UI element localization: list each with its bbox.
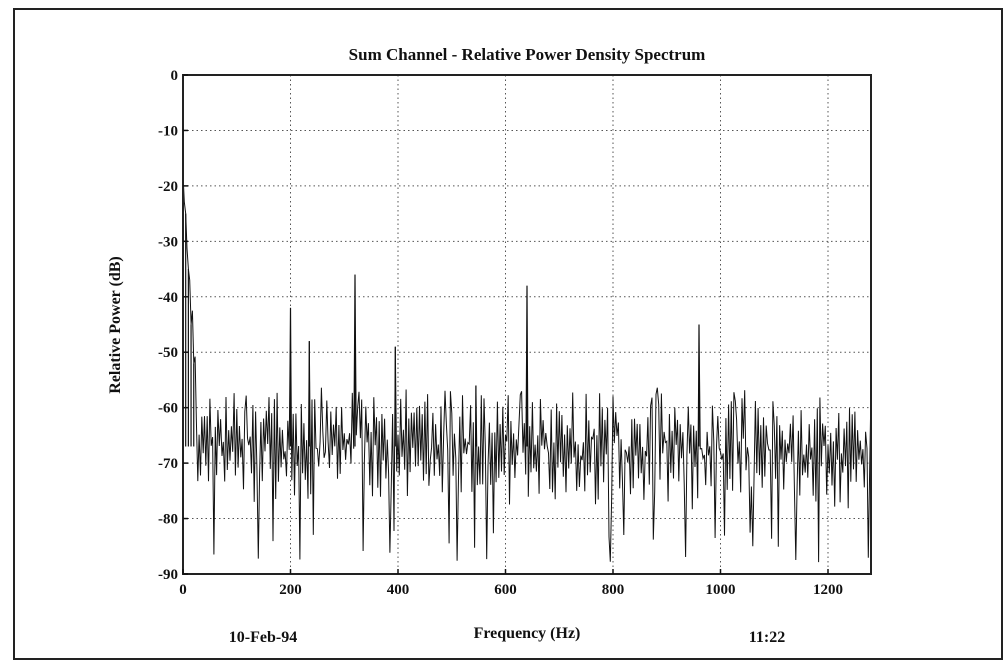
x-tick-label: 800 <box>602 582 625 598</box>
y-axis-label: Relative Power (dB) <box>107 256 124 393</box>
footer-time: 11:22 <box>749 629 785 646</box>
y-tick-label: -50 <box>158 345 178 361</box>
x-axis-label: Frequency (Hz) <box>474 625 581 642</box>
x-tick-label: 400 <box>387 582 410 598</box>
y-tick-label: -10 <box>158 123 178 139</box>
y-tick-label: -80 <box>158 512 178 528</box>
y-tick-label: -40 <box>158 290 178 306</box>
figure-frame <box>13 8 1003 660</box>
x-axis-ticks: 0 200 400 600 800 1000 1200 <box>179 569 843 598</box>
y-tick-label: -70 <box>158 456 178 472</box>
y-axis-ticks: 0 -10 -20 -30 -40 -50 -60 -70 -80 -90 <box>158 68 188 583</box>
x-tick-label: 1000 <box>706 582 736 598</box>
x-tick-label: 1200 <box>813 582 843 598</box>
y-tick-label: -60 <box>158 401 178 417</box>
footer-date: 10-Feb-94 <box>229 629 297 646</box>
x-tick-label: 600 <box>494 582 517 598</box>
y-tick-label: 0 <box>171 68 179 84</box>
x-tick-label: 200 <box>279 582 302 598</box>
x-tick-label: 0 <box>179 582 187 598</box>
chart-title: Sum Channel - Relative Power Density Spe… <box>349 45 706 64</box>
plot-area-border <box>182 74 872 575</box>
y-tick-label: -20 <box>158 179 178 195</box>
spectrum-trace-group <box>182 174 872 563</box>
y-tick-label: -90 <box>158 567 178 583</box>
y-tick-label: -30 <box>158 234 178 250</box>
